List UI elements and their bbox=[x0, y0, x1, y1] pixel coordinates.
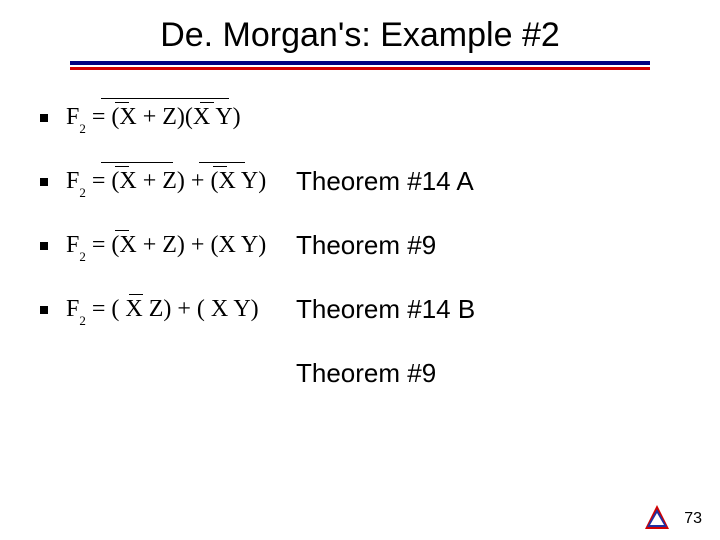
title-underline bbox=[70, 61, 650, 70]
equation-row: F2 = (X + Z) + (X Y) Theorem #14 A bbox=[0, 162, 720, 200]
equation-row: F2 = (X + Z) + (X Y) Theorem #9 bbox=[0, 226, 720, 264]
content-area: F2 = (X + Z)(X Y) F2 = (X + Z) + (X Y) T… bbox=[0, 98, 720, 389]
theorem-label: Theorem #9 bbox=[296, 226, 436, 261]
equation-2: F2 = (X + Z) + (X Y) bbox=[66, 162, 296, 200]
theorem-label: Theorem #9 bbox=[296, 354, 436, 389]
slide-title: De. Morgan's: Example #2 bbox=[160, 16, 560, 55]
bullet-icon bbox=[40, 178, 48, 186]
bullet-icon bbox=[40, 114, 48, 122]
bullet-icon bbox=[40, 242, 48, 250]
page-number: 73 bbox=[684, 510, 702, 528]
equation-4: F2 = ( X Z) + ( X Y) bbox=[66, 290, 296, 328]
equation-row: F2 = (X + Z)(X Y) bbox=[0, 98, 720, 136]
theorem-label: Theorem #14 B bbox=[296, 290, 475, 325]
equation-1: F2 = (X + Z)(X Y) bbox=[66, 98, 296, 136]
theorem-label: Theorem #14 A bbox=[296, 162, 474, 197]
equation-row: Theorem #9 bbox=[0, 354, 720, 389]
equation-3: F2 = (X + Z) + (X Y) bbox=[66, 226, 296, 264]
equation-row: F2 = ( X Z) + ( X Y) Theorem #14 B bbox=[0, 290, 720, 328]
slide-logo-icon bbox=[642, 502, 672, 532]
bullet-icon bbox=[40, 306, 48, 314]
